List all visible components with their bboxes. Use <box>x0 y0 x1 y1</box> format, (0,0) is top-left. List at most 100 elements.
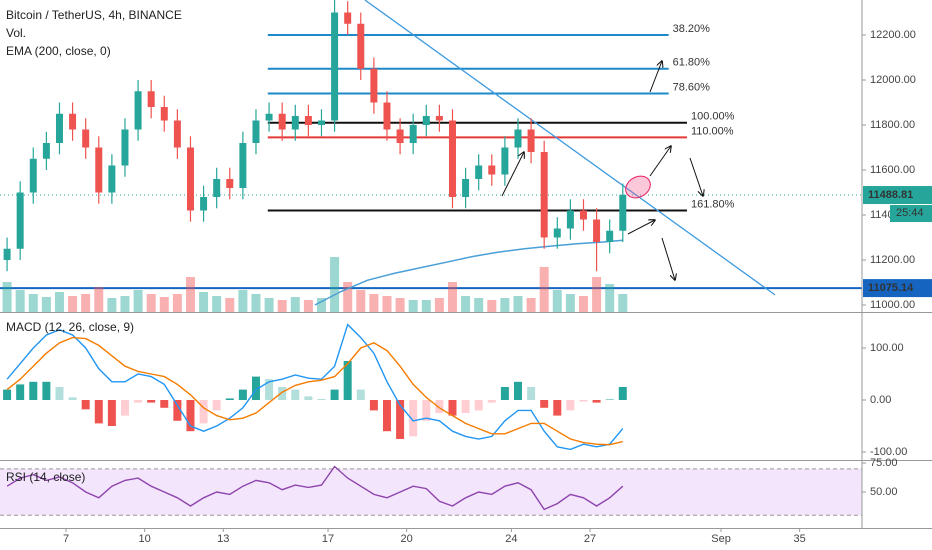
y-tick-label: 12000.00 <box>870 74 916 86</box>
fib-level-label: 78.60% <box>673 81 711 93</box>
histogram-bar <box>134 399 143 403</box>
candle-body <box>435 116 443 121</box>
arrow <box>649 146 671 177</box>
volume-bar <box>2 282 12 312</box>
histogram-bar <box>396 399 405 439</box>
volume-bar <box>212 296 222 312</box>
histogram-bar <box>199 399 208 424</box>
volume-bar <box>565 294 575 312</box>
volume-bar <box>199 292 209 312</box>
volume-bar <box>434 298 444 312</box>
volume-bar <box>28 294 38 312</box>
y-tick-label: 11600.00 <box>870 164 915 176</box>
countdown-box <box>890 205 932 223</box>
candle-body <box>239 143 247 189</box>
histogram-bar <box>147 399 156 403</box>
histogram-bar <box>55 387 64 400</box>
volume-bar <box>107 298 117 312</box>
chart-title: Bitcoin / TetherUS, 4h, BINANCE <box>6 8 182 22</box>
candle-body <box>488 165 496 175</box>
volume-bar <box>513 296 523 312</box>
candle-body <box>95 147 103 193</box>
volume-bar <box>146 294 156 312</box>
histogram-bar <box>579 399 588 402</box>
volume-bar <box>81 294 91 312</box>
labels: Bitcoin / TetherUS, 4h, BINANCE Vol. EMA… <box>6 8 932 484</box>
volume-bar <box>552 290 562 312</box>
candle-body <box>396 129 404 144</box>
volume-bar <box>605 284 615 312</box>
candle-body <box>226 179 234 189</box>
fib-level-label: 61.80% <box>673 57 711 69</box>
histogram-bar <box>356 389 365 400</box>
candle-body <box>200 197 208 211</box>
candle-body <box>317 120 325 126</box>
candle-body <box>566 210 574 229</box>
candle-body <box>383 102 391 130</box>
candle-body <box>579 210 587 220</box>
x-tick-label: 27 <box>584 533 596 545</box>
histogram-bar <box>343 361 352 400</box>
histogram-bar <box>592 399 601 403</box>
indicator-label: EMA (200, close, 0) <box>6 44 111 58</box>
volume-bar <box>330 257 340 312</box>
candle-body <box>357 23 365 69</box>
volume-bar <box>382 296 392 312</box>
rsi-pane <box>0 465 862 516</box>
volume-bar <box>447 282 457 312</box>
histogram-bar <box>618 387 627 400</box>
candle-body <box>514 129 522 148</box>
fib-level-label: 100.00% <box>691 111 735 123</box>
y-tick-label: 100.00 <box>870 342 904 354</box>
indicator-line <box>6 323 624 451</box>
candle-body <box>593 219 601 243</box>
histogram-bar <box>3 389 12 400</box>
arrow <box>649 61 662 93</box>
candle-body <box>448 120 456 198</box>
histogram-bar <box>566 399 575 411</box>
histogram-bar <box>330 389 339 400</box>
price-label: 11488.81 <box>868 189 913 201</box>
histogram-bar <box>513 381 522 400</box>
volume-bar <box>592 277 602 312</box>
volume-bar <box>408 300 418 312</box>
histogram-bar <box>527 387 536 400</box>
histogram-bar <box>487 399 496 403</box>
y-tick-label: 0.00 <box>870 394 891 406</box>
indicator-line <box>6 465 624 511</box>
ema-line <box>314 239 623 306</box>
histogram-bar <box>94 399 103 424</box>
candle-body <box>3 248 11 261</box>
histogram-bar <box>173 399 182 421</box>
arrow <box>661 237 675 280</box>
volume-bar <box>15 290 25 312</box>
x-tick-label: 35 <box>794 533 806 545</box>
volume-bar <box>356 290 366 312</box>
volume-bar <box>487 300 497 312</box>
candle-body <box>16 192 24 249</box>
histogram-bar <box>461 399 470 413</box>
candle-body <box>173 120 181 148</box>
candle-body <box>422 116 430 126</box>
volume-bar <box>159 297 169 312</box>
histogram-bar <box>265 379 274 400</box>
candle-body <box>331 12 339 121</box>
volume-bar <box>120 296 130 312</box>
volume-bar <box>395 298 405 312</box>
histogram-bar <box>553 399 562 416</box>
candle-body <box>291 116 299 130</box>
histogram-bar <box>42 381 51 400</box>
histogram-bar <box>422 399 431 421</box>
candle-body <box>252 120 260 144</box>
histogram-bar <box>409 399 418 437</box>
volume-bar <box>303 300 313 312</box>
y-tick-label: 75.00 <box>870 457 898 469</box>
candle-body <box>553 228 561 238</box>
volume-bar <box>316 298 326 312</box>
candle-body <box>344 12 352 24</box>
volume-bar <box>369 294 379 312</box>
y-tick-label: 50.00 <box>870 486 898 498</box>
candle-body <box>606 230 614 243</box>
candle-body <box>409 125 417 144</box>
